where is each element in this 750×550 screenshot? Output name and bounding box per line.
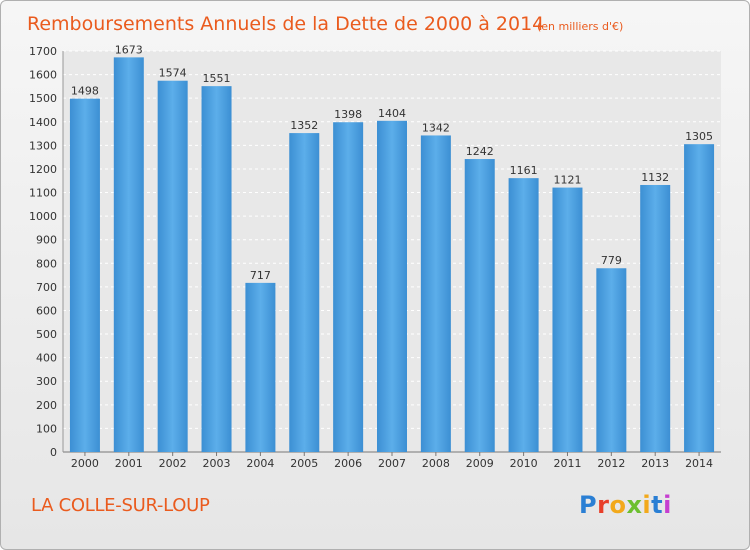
logo-letter: P: [579, 491, 598, 519]
logo-letter: i: [663, 491, 672, 519]
bar-2008: [420, 135, 451, 453]
bar-2006: [333, 122, 364, 452]
value-label-2008: 1342: [422, 121, 450, 134]
value-label-2013: 1132: [641, 171, 669, 184]
x-tick-label-2003: 2003: [203, 457, 231, 470]
value-label-2014: 1305: [685, 130, 713, 143]
y-tick-label: 700: [36, 281, 57, 294]
x-tick-label-2002: 2002: [159, 457, 187, 470]
x-tick-label-2005: 2005: [290, 457, 318, 470]
y-tick-label: 0: [50, 446, 57, 459]
value-label-2002: 1574: [159, 67, 187, 80]
bar-2003: [201, 86, 232, 452]
y-tick-label: 600: [36, 304, 57, 317]
bar-2000: [69, 98, 100, 453]
value-label-2010: 1161: [510, 164, 538, 177]
y-tick-label: 1000: [29, 210, 57, 223]
bar-2010: [508, 178, 539, 452]
bar-2011: [552, 187, 583, 453]
x-tick-label-2006: 2006: [334, 457, 362, 470]
plot-area: 0 100 200 300 400 500 600 700 800 900 1000 1100 1200…: [29, 43, 721, 470]
value-label-2001: 1673: [115, 43, 143, 56]
x-tick-label-2009: 2009: [466, 457, 494, 470]
y-tick-label: 1500: [29, 92, 57, 105]
value-label-2005: 1352: [290, 119, 318, 132]
y-tick-label: 300: [36, 375, 57, 388]
x-tick-label-2013: 2013: [641, 457, 669, 470]
bar-2007: [377, 120, 407, 453]
y-tick-label: 200: [36, 399, 57, 412]
x-tick-label-2010: 2010: [510, 457, 538, 470]
bar-2005: [289, 133, 320, 453]
chart-title: Remboursements Annuels de la Dette de 20…: [27, 13, 544, 35]
bar-2002: [157, 80, 188, 452]
bar-2009: [464, 159, 495, 452]
bar-2013: [640, 184, 671, 452]
value-label-2003: 1551: [203, 72, 231, 85]
y-tick-label: 1200: [29, 163, 57, 176]
y-tick-label: 800: [36, 257, 57, 270]
y-tick-label: 100: [36, 422, 57, 435]
y-tick-label: 500: [36, 328, 57, 341]
y-tick-label: 1600: [29, 69, 57, 82]
chart-unit: (en milliers d'€): [537, 20, 623, 33]
x-tick-label-2004: 2004: [246, 457, 274, 470]
value-label-2009: 1242: [466, 145, 494, 158]
y-tick-label: 1100: [29, 187, 57, 200]
bar-2014: [684, 144, 715, 452]
proxiti-logo: Proxiti: [579, 491, 672, 519]
y-tick-label: 1300: [29, 139, 57, 152]
value-label-2006: 1398: [334, 108, 362, 121]
y-tick-label: 900: [36, 234, 57, 247]
y-tick-label: 1400: [29, 116, 57, 129]
x-tick-label-2014: 2014: [685, 457, 713, 470]
x-tick-label-2011: 2011: [553, 457, 581, 470]
value-label-2011: 1121: [553, 174, 581, 187]
y-tick-label: 1700: [29, 45, 57, 58]
x-tick-label-2008: 2008: [422, 457, 450, 470]
logo-letter: t: [651, 491, 664, 519]
x-tick-label-2000: 2000: [71, 457, 99, 470]
logo-letter: x: [626, 491, 643, 519]
value-label-2004: 717: [250, 269, 271, 282]
bar-2001: [113, 57, 144, 452]
logo-letter: r: [597, 491, 610, 519]
commune-name: LA COLLE-SUR-LOUP: [31, 495, 210, 516]
value-label-2007: 1404: [378, 107, 406, 120]
value-label-2000: 1498: [71, 85, 99, 98]
logo-letter: i: [642, 491, 652, 519]
bar-2004: [245, 282, 276, 452]
bar-2012: [596, 268, 627, 452]
y-tick-label: 400: [36, 352, 57, 365]
value-label-2012: 779: [601, 254, 622, 267]
x-tick-label-2012: 2012: [597, 457, 625, 470]
x-tick-label-2007: 2007: [378, 457, 406, 470]
x-tick-label-2001: 2001: [115, 457, 143, 470]
logo-letter: o: [609, 491, 627, 519]
